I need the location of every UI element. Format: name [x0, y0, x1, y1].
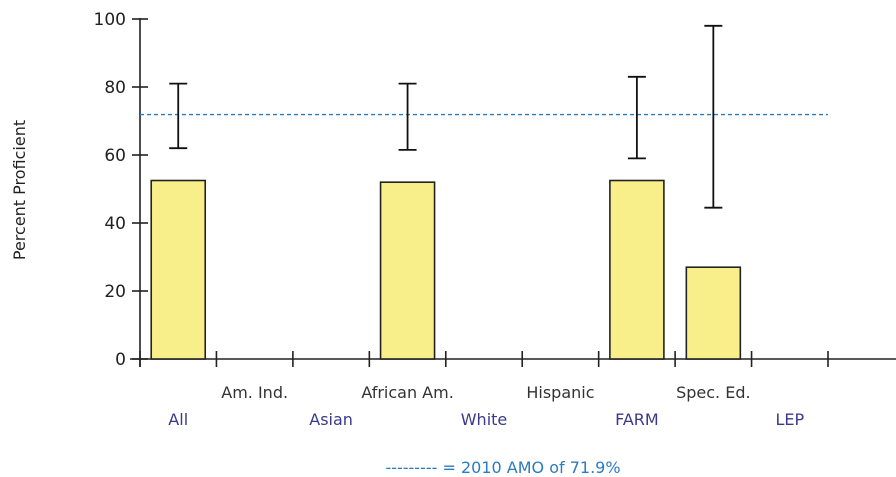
y-tick-label: 60 — [104, 146, 126, 166]
plot-area: 0 20 40 60 80 100 All Am. Ind. Asian African Am. W… — [94, 10, 896, 429]
y-tick-label: 20 — [104, 282, 126, 302]
y-axis-label: Percent Proficient — [10, 120, 29, 260]
x-category-label: Am. Ind. — [221, 383, 288, 402]
y-tick-label: 0 — [115, 350, 126, 370]
bar — [685, 266, 742, 360]
bar — [150, 179, 207, 360]
x-category-label: White — [461, 410, 508, 429]
bar — [379, 181, 436, 360]
x-category-label: LEP — [775, 410, 804, 429]
x-category-label: Asian — [309, 410, 353, 429]
x-category-label: Spec. Ed. — [676, 383, 750, 402]
x-category-label: FARM — [615, 410, 659, 429]
legend-text: --------- = 2010 AMO of 71.9% — [385, 458, 620, 477]
y-tick-label: 100 — [94, 10, 126, 30]
x-category-label: African Am. — [361, 383, 453, 402]
y-tick-label: 40 — [104, 214, 126, 234]
x-category-label: Hispanic — [526, 383, 594, 402]
y-tick-label: 80 — [104, 78, 126, 98]
x-category-label: All — [168, 410, 188, 429]
bar — [609, 179, 665, 360]
